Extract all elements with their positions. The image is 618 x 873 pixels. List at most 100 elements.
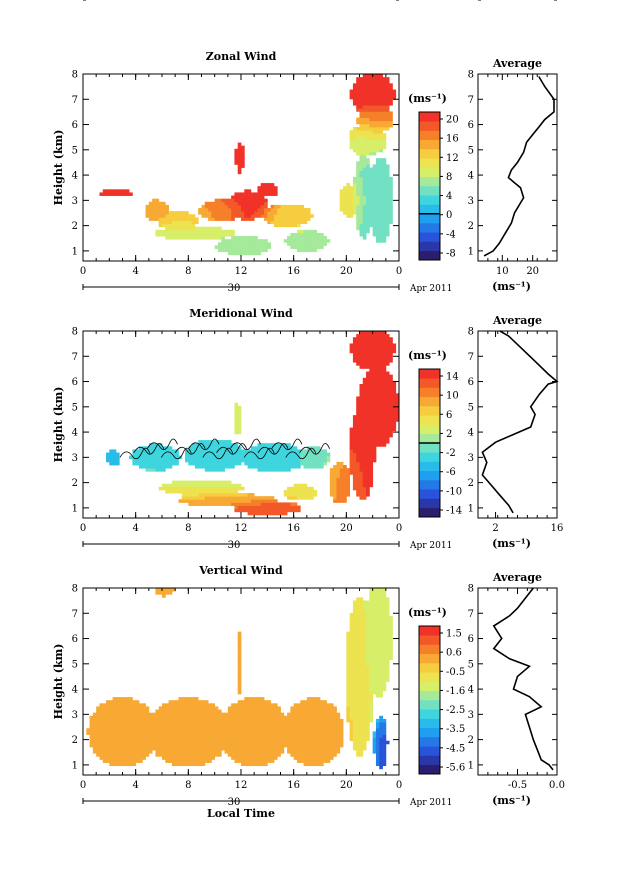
heatmap-cell <box>178 223 183 228</box>
heatmap-cell <box>214 731 219 735</box>
heatmap-cell <box>339 189 344 193</box>
heatmap-cell <box>296 204 301 209</box>
heatmap-cell <box>234 737 239 742</box>
heatmap-cell <box>247 703 252 707</box>
heatmap-cell <box>257 189 262 193</box>
heatmap-cell <box>359 383 364 388</box>
heatmap-cell <box>168 737 173 742</box>
heatmap-cell <box>389 92 393 97</box>
heatmap-cell <box>359 189 364 193</box>
heatmap-cell <box>96 709 100 714</box>
heatmap-cell <box>362 136 367 140</box>
heatmap-cell <box>333 477 337 481</box>
heatmap-cell <box>201 480 206 485</box>
heatmap-cell <box>359 204 364 209</box>
heatmap-cell <box>92 731 97 735</box>
heatmap-cell <box>382 631 387 636</box>
heatmap-cell <box>158 220 163 224</box>
heatmap-cell <box>389 380 393 385</box>
heatmap-cell <box>115 703 120 707</box>
heatmap-cell <box>155 208 160 212</box>
heatmap-cell <box>208 756 212 760</box>
heatmap-cell <box>306 208 311 212</box>
heatmap-cell <box>208 703 212 707</box>
heatmap-cell <box>152 715 156 720</box>
heatmap-cell <box>191 728 196 732</box>
heatmap-cell <box>257 697 262 701</box>
heatmap-cell <box>227 452 232 457</box>
heatmap-cell <box>356 176 360 181</box>
heatmap-cell <box>175 743 179 748</box>
heatmap-cell <box>96 734 100 738</box>
heatmap-cell <box>339 198 344 203</box>
heatmap-cell <box>385 83 390 87</box>
heatmap-cell <box>188 236 193 240</box>
heatmap-cell <box>293 214 298 218</box>
heatmap-cell <box>356 631 360 636</box>
heatmap-cell <box>198 236 202 240</box>
heatmap-cell <box>362 139 367 143</box>
heatmap-cell <box>171 762 176 767</box>
heatmap-cell <box>369 440 374 444</box>
heatmap-cell <box>237 700 242 704</box>
heatmap-cell <box>119 700 123 704</box>
heatmap-cell <box>316 245 321 249</box>
heatmap-cell <box>231 446 235 450</box>
heatmap-cell <box>349 703 354 707</box>
heatmap-cell <box>152 214 156 218</box>
heatmap-cell <box>379 588 383 592</box>
heatmap-cell <box>231 232 235 237</box>
heatmap-cell <box>125 192 130 196</box>
heatmap-cell <box>359 176 364 181</box>
heatmap-cell <box>231 458 235 463</box>
heatmap-cell <box>379 753 383 757</box>
heatmap-cell <box>204 731 209 735</box>
heatmap-cell <box>129 753 133 757</box>
heatmap-cell <box>115 750 120 754</box>
heatmap-cell <box>366 622 370 626</box>
heatmap-cell <box>310 759 314 763</box>
heatmap-cell <box>270 508 275 513</box>
heatmap-cell <box>234 496 239 500</box>
heatmap-cell <box>247 201 252 206</box>
heatmap-cell <box>194 697 199 701</box>
average-y-tick-label: 3 <box>468 453 474 464</box>
heatmap-cell <box>250 740 255 745</box>
heatmap-cell <box>382 659 387 664</box>
panel-title: Meridional Wind <box>189 307 293 320</box>
heatmap-cell <box>250 208 255 212</box>
heatmap-cell <box>385 399 390 404</box>
heatmap-cell <box>310 725 314 729</box>
heatmap-cell <box>359 355 364 360</box>
heatmap-cell <box>254 198 258 203</box>
heatmap-cell <box>366 461 370 466</box>
heatmap-cell <box>385 343 390 347</box>
heatmap-cell <box>270 465 275 469</box>
colorbar-level <box>419 443 440 453</box>
heatmap-cell <box>375 594 380 598</box>
heatmap-cell <box>142 715 146 720</box>
heatmap-cell <box>273 725 278 729</box>
heatmap-cell <box>102 725 107 729</box>
heatmap-cell <box>86 731 90 735</box>
heatmap-cell <box>267 499 272 503</box>
heatmap-cell <box>349 737 354 742</box>
heatmap-cell <box>227 493 232 497</box>
heatmap-cell <box>303 242 308 246</box>
heatmap-cell <box>366 662 370 667</box>
heatmap-cell <box>191 461 196 466</box>
heatmap-cell <box>389 390 393 394</box>
colorbar-level <box>419 204 440 215</box>
heatmap-cell <box>224 232 229 237</box>
heatmap-cell <box>359 474 364 478</box>
heatmap-cell <box>142 461 146 466</box>
heatmap-cell <box>369 126 374 131</box>
heatmap-cell <box>329 703 334 707</box>
heatmap-cell <box>389 393 393 397</box>
heatmap-cell <box>277 465 281 469</box>
heatmap-cell <box>214 753 219 757</box>
heatmap-cell <box>165 214 169 218</box>
heatmap-cell <box>293 496 298 500</box>
heatmap-cell <box>359 217 364 221</box>
heatmap-cell <box>270 715 275 720</box>
